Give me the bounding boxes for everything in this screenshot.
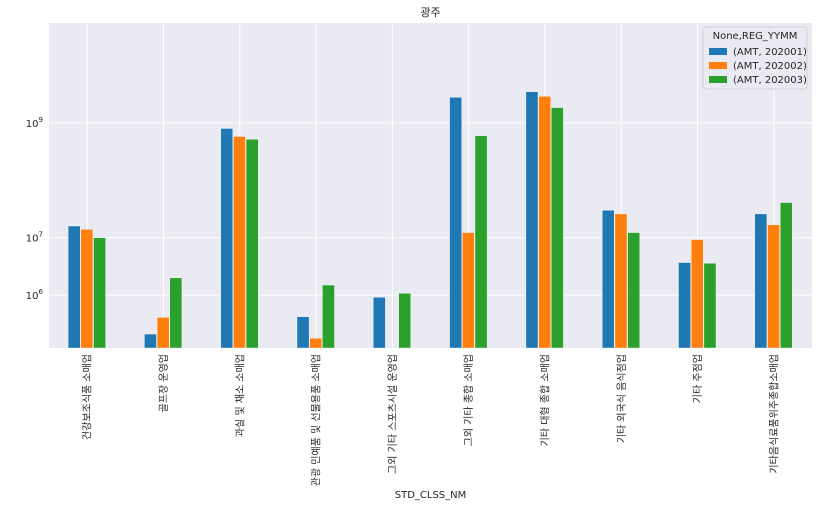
- bar-3-8: [627, 232, 640, 349]
- bar-1-8: [602, 210, 615, 349]
- x-tick-label: 건강보조식품 소매업: [81, 354, 94, 440]
- legend-swatch: [709, 76, 727, 83]
- x-tick-label: 기타 대형 종합 소매업: [538, 354, 551, 446]
- x-tick-label: 그외 기타 스포츠시설 운영업: [386, 354, 399, 474]
- x-tick-label: 관광 민예품 및 선물용품 소매업: [310, 354, 323, 486]
- bar-2-6: [462, 232, 475, 349]
- bar-2-9: [691, 239, 704, 349]
- bars: [67, 91, 793, 349]
- legend-box: [702, 26, 808, 90]
- bar-1-10: [754, 213, 768, 349]
- chart-title: 광주: [420, 6, 440, 19]
- bar-3-3: [245, 139, 259, 349]
- y-tick-label: 109: [26, 116, 43, 130]
- bar-2-2: [156, 317, 170, 349]
- bar-3-2: [169, 277, 183, 349]
- x-tick-label: 골프장 운영업: [157, 354, 170, 412]
- y-axis: 106 107 109: [26, 116, 44, 302]
- bar-1-4: [296, 316, 310, 349]
- bar-1-7: [525, 91, 539, 349]
- bar-3-5: [398, 293, 412, 349]
- bar-1-3: [220, 128, 233, 349]
- bar-3-1: [93, 237, 106, 349]
- bar-1-2: [144, 333, 157, 349]
- bar-1-9: [678, 262, 691, 349]
- bar-1-6: [449, 97, 462, 349]
- bar-3-7: [551, 107, 564, 349]
- x-tick-label: 기타 외국식 음식점업: [615, 354, 628, 443]
- legend-entry: (AMT, 202003): [733, 75, 807, 86]
- legend-swatch: [709, 48, 727, 55]
- legend: None,REG_YYMM (AMT, 202001) (AMT, 202002) (…: [702, 26, 808, 90]
- x-tick-label: 기타 주점업: [691, 354, 704, 403]
- bar-3-4: [322, 284, 335, 349]
- bar-2-7: [538, 96, 551, 349]
- bar-2-1: [80, 229, 94, 349]
- legend-entry: (AMT, 202001): [733, 47, 807, 58]
- x-axis: 건강보조식품 소매업 골프장 운영업 과실 및 채소 소매업 관광 민예품 및 선물용…: [81, 354, 781, 486]
- bar-3-6: [474, 135, 488, 349]
- bar-1-1: [67, 225, 81, 349]
- bar-1-5: [373, 297, 386, 349]
- x-tick-label: 과실 및 채소 소매업: [233, 354, 246, 437]
- x-tick-label: 그외 기타 종합 소매업: [462, 354, 475, 446]
- bar-2-4: [309, 337, 323, 349]
- y-tick-label: 107: [26, 231, 43, 245]
- bar-3-9: [703, 263, 717, 349]
- bar-2-3: [233, 136, 246, 349]
- x-tick-label: 기타음식료품위주종합소매업: [767, 354, 780, 474]
- bar-3-10: [780, 202, 793, 349]
- legend-entry: (AMT, 202002): [733, 61, 807, 72]
- legend-swatch: [709, 62, 727, 69]
- bar-2-10: [767, 224, 780, 349]
- x-axis-label: STD_CLSS_NM: [395, 490, 467, 501]
- legend-title: None,REG_YYMM: [713, 31, 798, 42]
- y-tick-label: 106: [26, 288, 44, 302]
- bar-2-8: [614, 213, 628, 349]
